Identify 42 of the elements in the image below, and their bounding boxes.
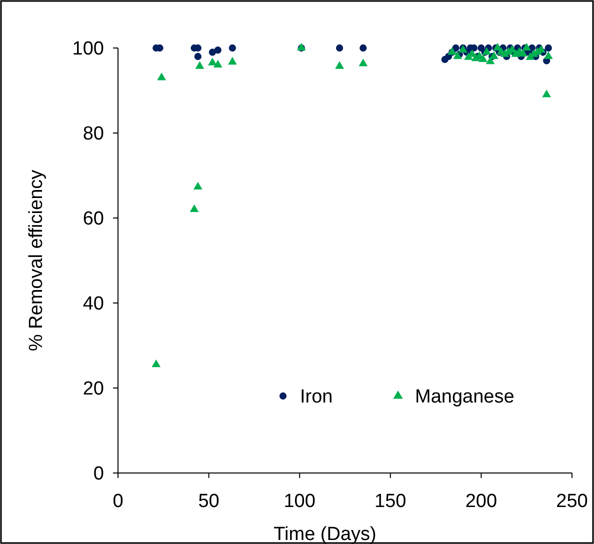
point <box>193 182 202 190</box>
point <box>228 44 236 52</box>
y-tick-label: 80 <box>82 124 104 145</box>
x-axis-title: Time (Days) <box>274 524 376 544</box>
point <box>518 48 528 57</box>
legend-label: Iron <box>300 386 333 408</box>
point <box>190 204 199 212</box>
point <box>195 61 204 69</box>
point <box>152 360 161 368</box>
point <box>486 56 495 64</box>
x-tick-label: 100 <box>284 491 316 512</box>
point <box>478 54 488 62</box>
point <box>208 48 216 56</box>
x-tick-label: 0 <box>112 491 124 512</box>
x-tick-label: 50 <box>198 491 220 512</box>
x-tick-label: 200 <box>465 491 498 512</box>
point <box>358 58 368 66</box>
y-tick-label: 40 <box>82 294 104 315</box>
y-tick-label: 20 <box>82 378 104 400</box>
point <box>522 42 532 51</box>
point <box>335 61 344 69</box>
x-tick-label: 250 <box>556 491 588 512</box>
point <box>542 90 552 98</box>
point <box>194 52 202 60</box>
legend-label: Manganese <box>415 386 514 408</box>
point <box>482 47 492 55</box>
point <box>228 56 237 65</box>
point <box>360 44 367 52</box>
point <box>213 60 222 68</box>
point <box>544 44 552 52</box>
x-tick-label: 150 <box>374 491 406 512</box>
point <box>453 51 462 60</box>
y-tick-label: 60 <box>82 208 104 230</box>
point <box>214 46 222 54</box>
point <box>336 44 344 52</box>
y-axis-title: % Removal efficiency <box>26 169 47 352</box>
point <box>452 44 460 52</box>
y-tick-label: 0 <box>93 464 104 485</box>
point <box>157 72 166 80</box>
y-tick-label: 100 <box>72 38 104 60</box>
point <box>208 58 217 66</box>
point <box>544 51 553 60</box>
